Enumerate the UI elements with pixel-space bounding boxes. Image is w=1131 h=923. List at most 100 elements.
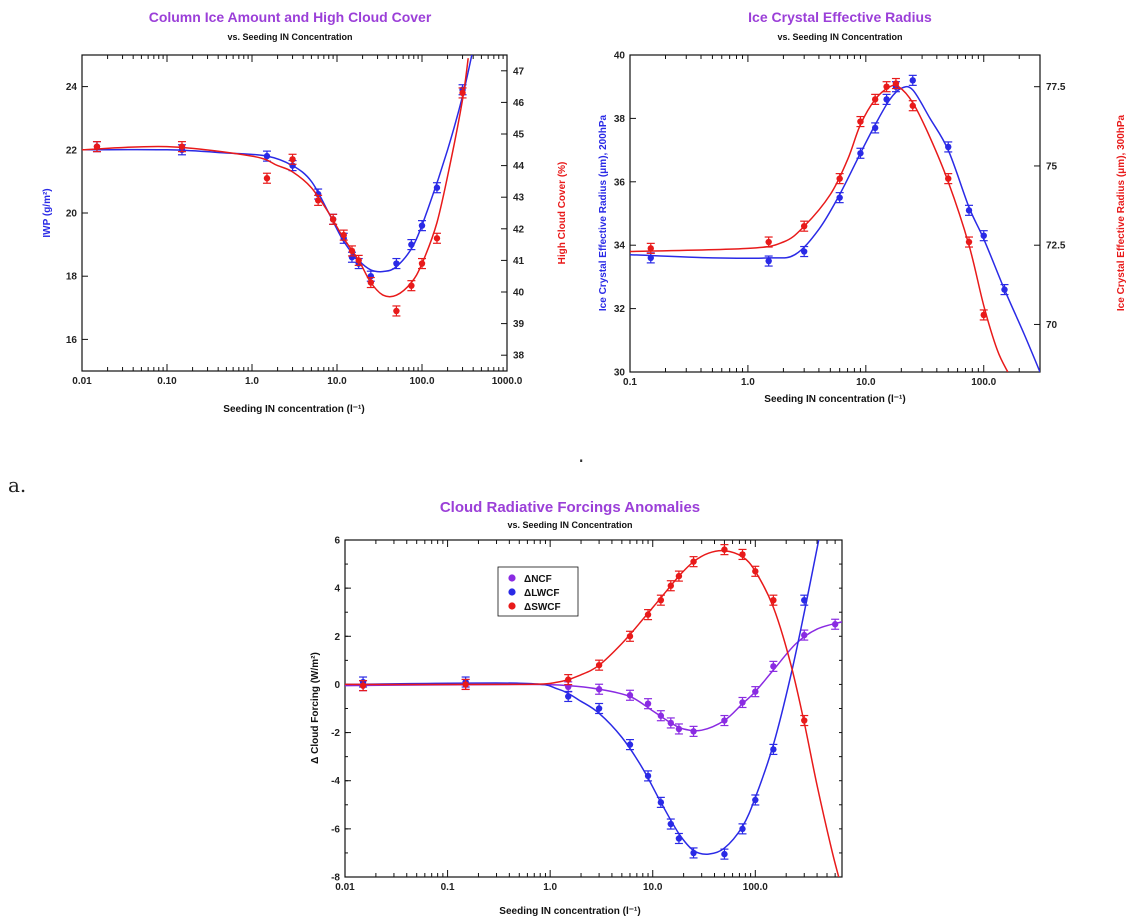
x-tick-label: 100.0 [409,376,434,387]
data-point [871,93,880,105]
data-point [979,309,988,321]
data-point [432,232,441,244]
y-tick-label: 0 [334,680,340,691]
data-point [689,556,698,568]
x-tick-label: 1.0 [245,376,259,387]
data-point [882,81,891,93]
data-point [944,173,953,185]
y-tick-label: 32 [614,304,626,315]
series-line [345,549,840,877]
data-point [656,594,665,606]
data-point [407,280,416,292]
data-point [720,848,729,860]
data-point [831,618,840,630]
y-right-tick-label: 38 [513,351,525,362]
series-line [82,58,469,298]
data-point [738,548,747,561]
data-point [392,305,401,317]
x-tick-label: 0.1 [441,882,455,893]
series-line [82,55,473,273]
data-point [674,723,683,735]
data-point [656,710,665,722]
data-point [965,204,974,216]
data-point [769,743,778,756]
legend-label-swcf: ΔSWCF [524,602,561,613]
data-point [564,674,573,686]
x-tick-label: 10.0 [327,376,347,387]
y-right-tick-label: 43 [513,193,525,204]
y-tick-label: 4 [334,584,340,595]
data-point [329,213,338,225]
y-axis-label-left: Ice Crystal Effective Radius (μm), 200hP… [598,114,609,311]
chart-subtitle: vs. Seeding IN Concentration [507,520,632,530]
series-line [630,85,1040,372]
x-tick-label: 1000.0 [492,376,523,387]
data-point [392,257,401,270]
legend-marker-swcf [508,602,516,610]
series-line [345,621,842,732]
data-point [908,74,917,86]
data-point [644,609,653,621]
data-point [689,847,698,859]
x-axis-label: Seeding IN concentration (l⁻¹) [499,906,640,917]
stray-dot: · [578,449,584,473]
data-point [432,182,441,194]
series-ncf [345,618,842,737]
data-point [339,229,348,241]
y-tick-label: -2 [331,728,340,739]
x-tick-label: 0.10 [157,376,177,387]
y-tick-label: 40 [614,51,626,62]
data-point [800,245,809,258]
data-point [418,257,426,270]
y-right-tick-label: 40 [513,288,525,299]
y-tick-label: -6 [331,824,340,835]
series-swcf [345,544,840,877]
axis-ticks: 0.01 0.1 1.0 10.0 100.0 -8 -6 -4 -2 0 2 4 6 [331,536,843,893]
data-point [644,770,653,782]
x-tick-label: 100.0 [971,377,996,388]
data-point [674,832,683,845]
chart-title: Cloud Radiative Forcings Anomalies [440,499,700,516]
y-tick-label: 18 [66,272,78,283]
data-point [674,570,683,582]
chart-subtitle: vs. Seeding IN Concentration [777,32,902,42]
data-point [359,680,368,692]
y-tick-label: 38 [614,114,626,125]
data-point [979,230,988,242]
data-point [738,696,747,709]
data-point [751,794,760,806]
x-axis-label: Seeding IN concentration (l⁻¹) [764,394,905,405]
y-tick-label: 20 [66,209,78,220]
data-point [666,580,675,592]
series-line [630,84,1009,372]
data-point [720,714,729,727]
series-layer [82,55,473,317]
x-tick-label: 0.1 [623,377,637,388]
data-point [646,252,655,264]
series-left-axis [630,74,1040,372]
y-axis-label-right: Ice Crystal Effective Radius (μm), 300hP… [1116,114,1127,311]
y-tick-label: 36 [614,177,626,188]
y-tick-label: 16 [66,335,78,346]
data-point [666,818,675,830]
y-tick-label: 22 [66,145,78,156]
data-point [835,173,844,185]
series-layer [345,540,842,877]
data-point [800,629,809,641]
data-point [625,689,634,701]
chart-column-ice: Column Ice Amount and High Cloud Cover v… [42,9,568,415]
data-point [288,153,297,165]
data-point [625,630,634,642]
data-point [800,714,809,727]
data-point [871,122,880,134]
data-point [908,100,917,112]
plot-frame [629,54,1041,373]
y-tick-label: 24 [66,82,78,93]
data-point [764,255,773,267]
x-tick-label: 100.0 [743,882,768,893]
data-point [738,823,747,835]
legend-marker-ncf [508,574,516,582]
data-point [644,698,653,710]
y-right-tick-label: 46 [513,98,525,109]
